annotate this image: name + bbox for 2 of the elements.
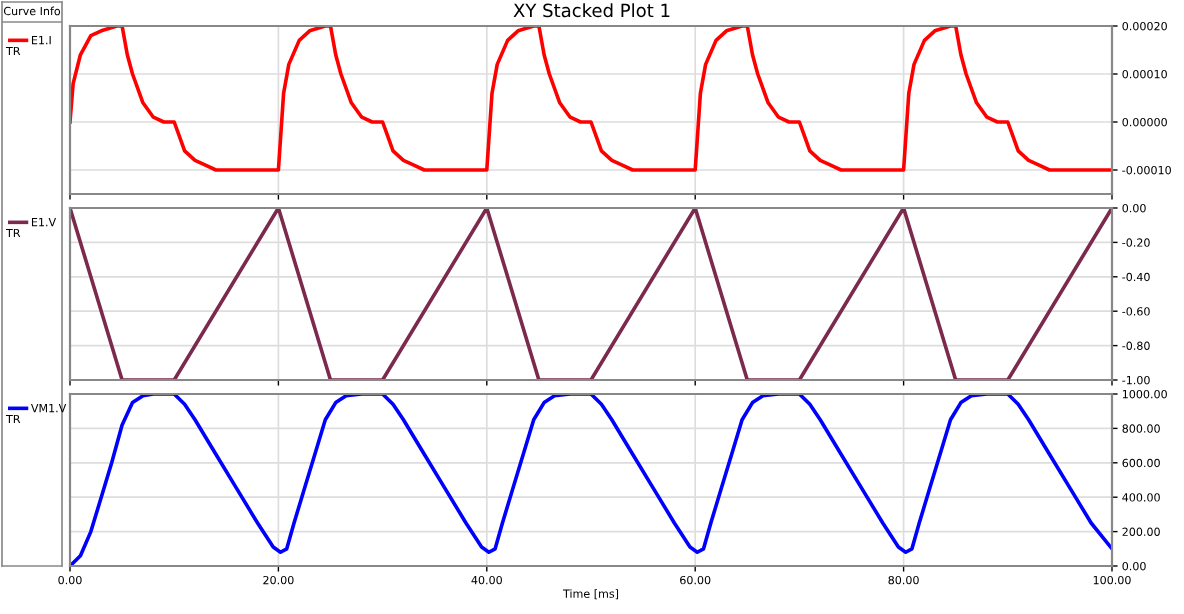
chart-title: XY Stacked Plot 1 <box>513 3 670 18</box>
line-series <box>70 394 1112 566</box>
